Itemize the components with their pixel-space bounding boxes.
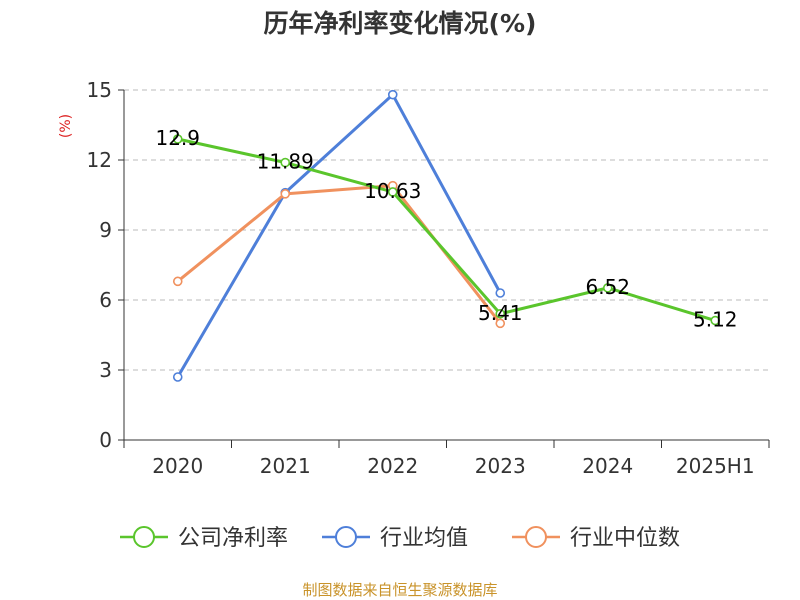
legend[interactable]: 公司净利率 行业均值 行业中位数 [120, 526, 680, 551]
legend-marker-icon [335, 526, 357, 548]
y-tick-label: 0 [99, 428, 112, 452]
y-tick-label: 3 [99, 358, 112, 382]
x-tick-label: 2022 [367, 454, 418, 478]
legend-label: 行业均值 [380, 526, 468, 551]
legend-label: 公司净利率 [178, 526, 288, 551]
y-tick-label: 6 [99, 288, 112, 312]
axes: 0 3 6 9 12 15 2020 2021 2022 2023 2024 2025H1 [87, 78, 770, 478]
data-label: 10.63 [364, 179, 421, 203]
y-tick-label: 12 [87, 148, 112, 172]
x-tick-label: 2024 [582, 454, 633, 478]
legend-item-2[interactable]: 行业中位数 [512, 526, 680, 551]
legend-label: 行业中位数 [570, 526, 680, 551]
chart-title: 历年净利率变化情况(%) [264, 9, 537, 38]
data-point [495, 308, 506, 319]
series-line-0 [177, 137, 716, 322]
data-label: 6.52 [585, 275, 630, 299]
data-point [602, 283, 613, 293]
data-labels: 12.9 11.89 10.63 5.41 6.52 5.12 [155, 126, 737, 332]
gridlines [124, 89, 769, 371]
data-point [495, 318, 506, 329]
legend-item-1[interactable]: 行业均值 [322, 526, 468, 551]
data-point [172, 372, 183, 382]
data-point [387, 187, 398, 197]
x-tick-label: 2021 [260, 454, 311, 478]
legend-item-0[interactable]: 公司净利率 [120, 526, 288, 551]
data-point [280, 157, 291, 168]
series-line-1 [176, 93, 502, 378]
data-label: 11.89 [257, 150, 314, 174]
series-lines [172, 89, 721, 382]
y-tick-label: 9 [99, 218, 112, 242]
legend-marker-icon [133, 526, 155, 548]
data-point [172, 134, 183, 144]
data-point [495, 288, 506, 298]
legend-marker-icon [525, 526, 547, 548]
data-point [710, 315, 721, 326]
data-label: 5.41 [478, 301, 523, 325]
x-tick-label: 2023 [475, 454, 526, 478]
data-source-note: 制图数据来自恒生聚源数据库 [302, 581, 497, 599]
y-tick-label: 15 [87, 78, 112, 102]
y-axis-unit: (%) [58, 114, 74, 138]
x-tick-label: 2020 [152, 454, 203, 478]
data-label: 12.9 [155, 126, 200, 150]
x-tick-label: 2025H1 [676, 454, 755, 478]
data-point [387, 89, 398, 100]
data-label: 5.12 [693, 308, 738, 332]
data-point [280, 189, 291, 199]
data-point [172, 276, 183, 287]
